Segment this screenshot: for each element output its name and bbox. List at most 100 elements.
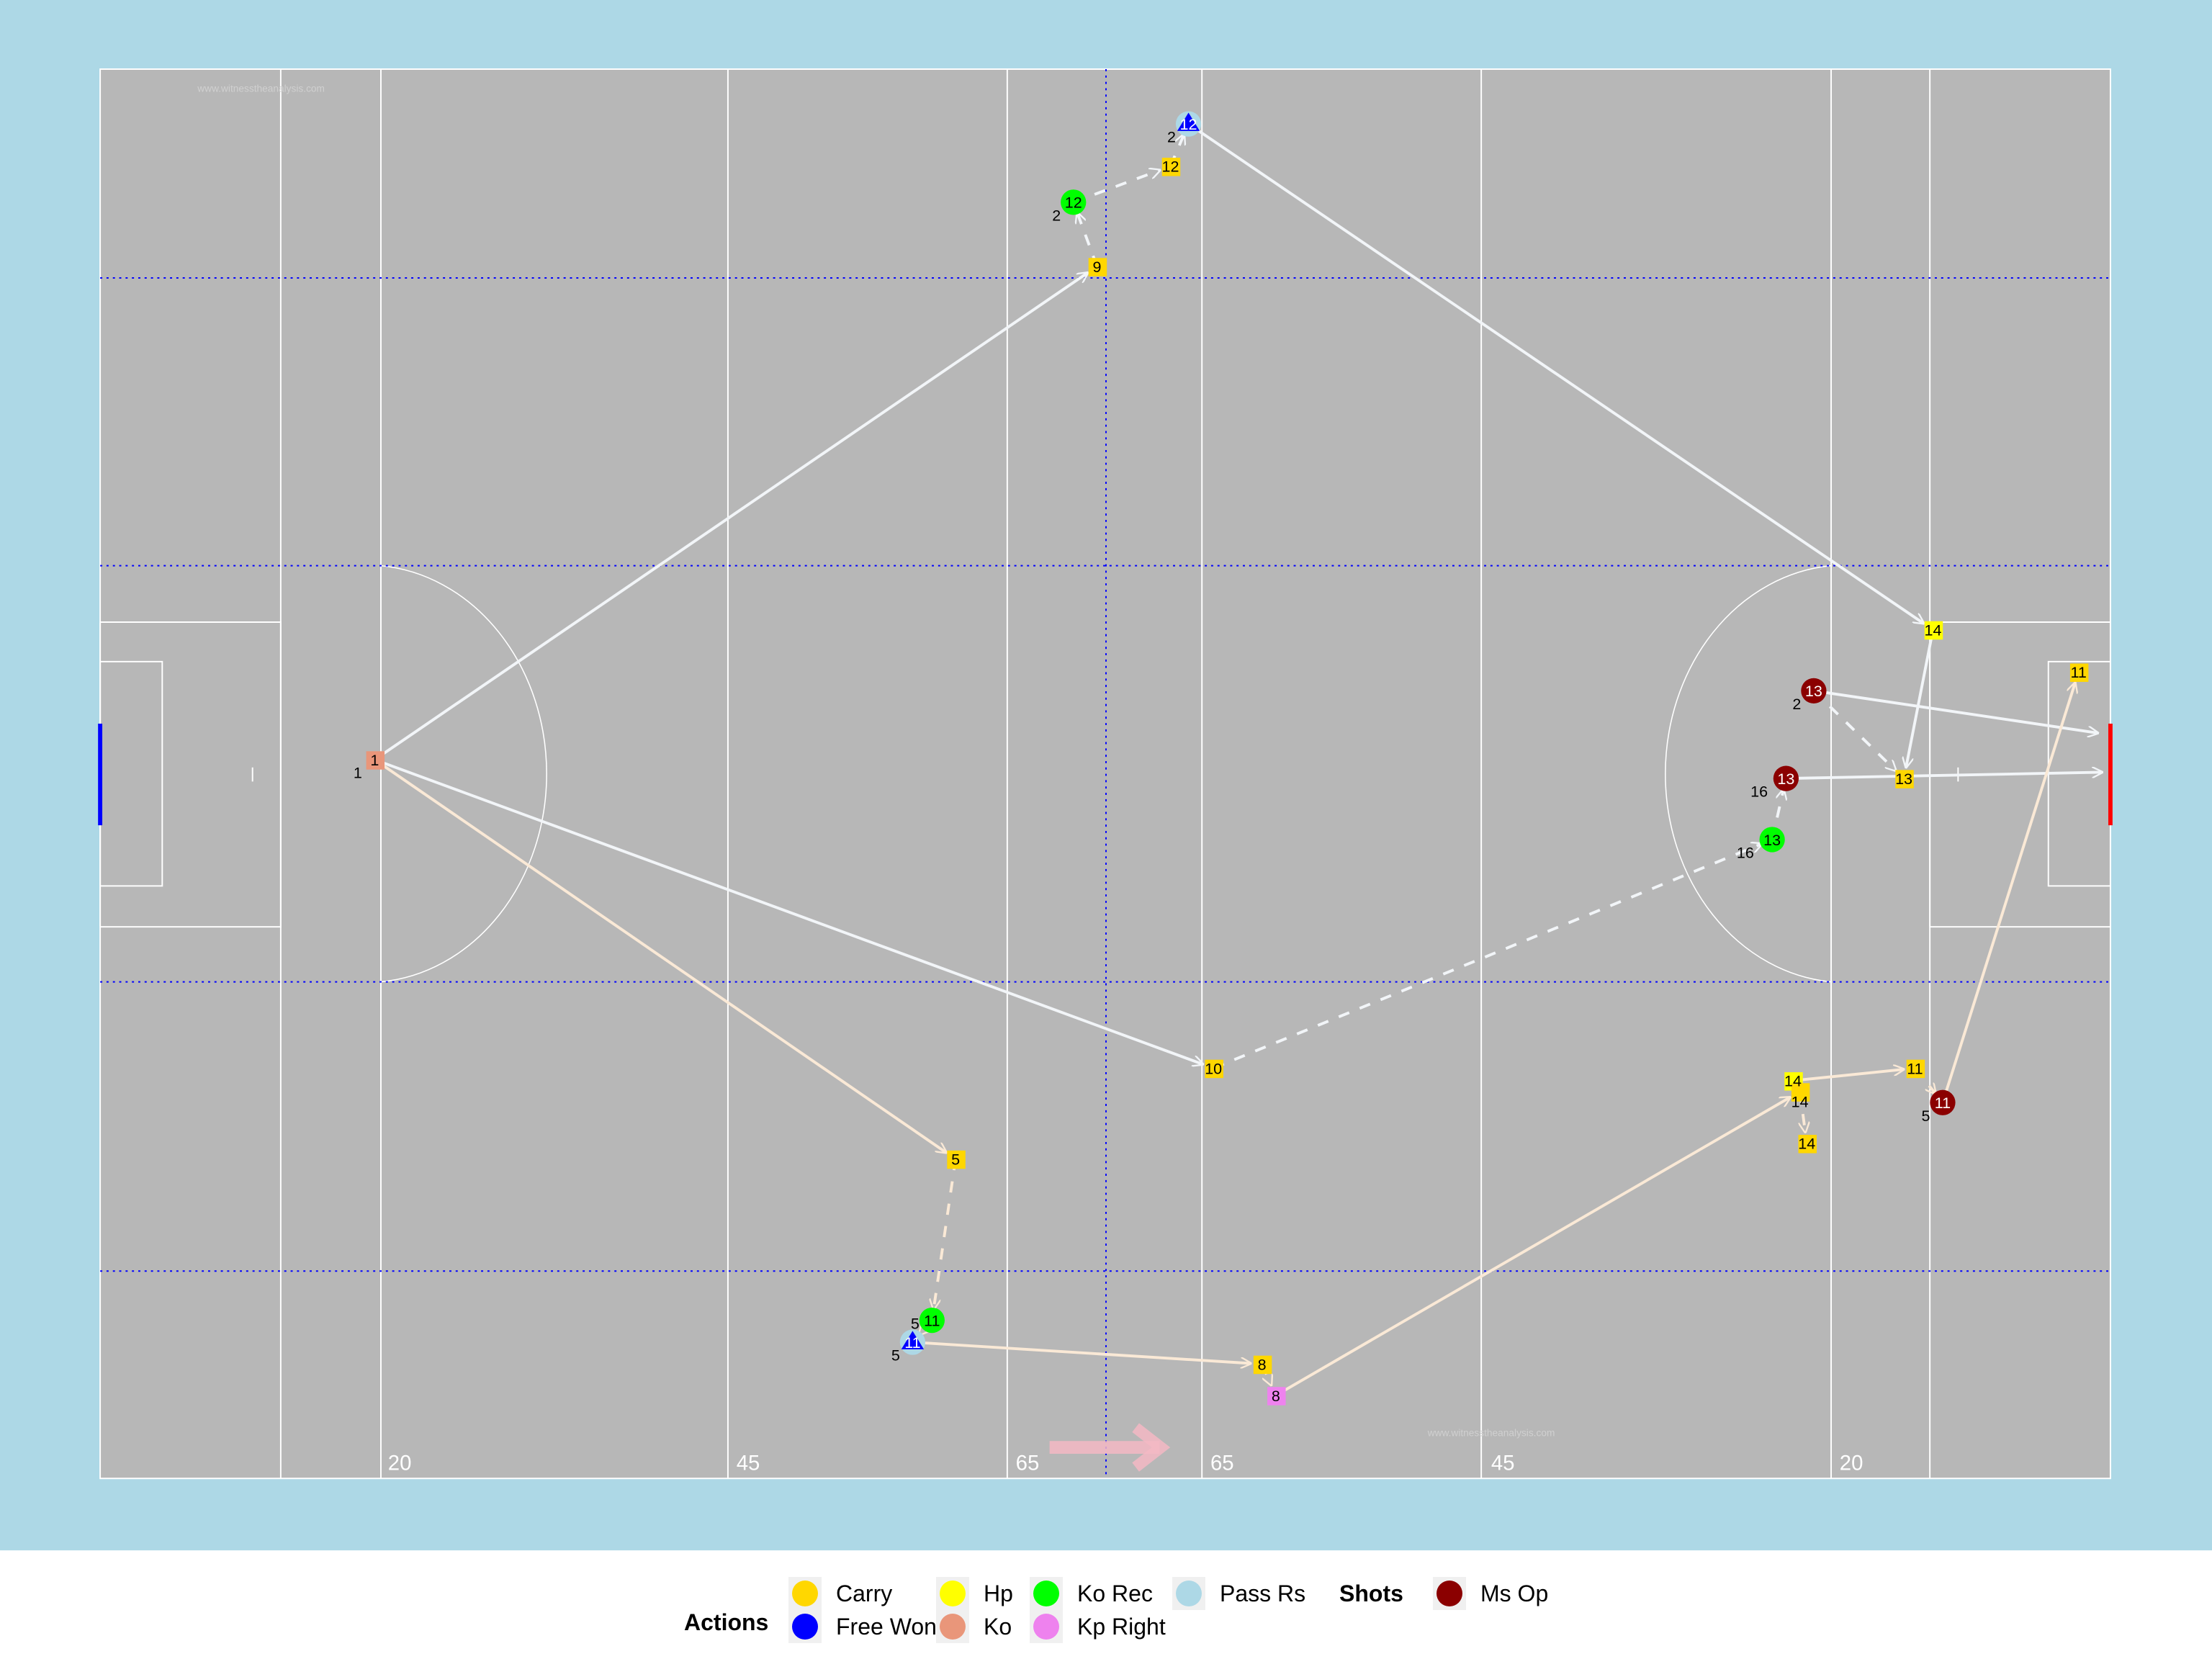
legend-swatch-icon	[1437, 1581, 1462, 1606]
player-number: 12	[1065, 194, 1082, 212]
event-link	[1786, 772, 2102, 781]
legend-swatch-icon	[940, 1614, 966, 1640]
event-marker	[899, 1329, 926, 1355]
legend-item-ms-op: Ms Op	[1433, 1577, 1548, 1610]
player-number: 13	[1763, 831, 1781, 849]
event-link	[374, 273, 1087, 761]
legend-swatch-icon	[1033, 1581, 1059, 1606]
square-marker	[1906, 1059, 1925, 1079]
event-link	[374, 758, 1202, 1064]
circle-marker	[1930, 1089, 1956, 1115]
player-number: 8	[1272, 1387, 1280, 1405]
square-marker	[1267, 1387, 1286, 1406]
legend-item-kp-right: Kp Right	[1030, 1610, 1166, 1643]
legend-item-pass-rs: Pass Rs	[1172, 1577, 1305, 1610]
line-label: 20	[1840, 1451, 1863, 1475]
event-marker	[919, 1307, 945, 1334]
arc-left	[380, 565, 547, 983]
legend-item-carry: Carry	[788, 1577, 892, 1610]
player-number: 13	[1805, 682, 1822, 700]
square-marker	[1088, 258, 1107, 276]
event-marker	[1798, 1135, 1817, 1154]
event-link	[1941, 683, 2075, 1103]
event-markers	[366, 111, 2089, 1406]
event-marker	[366, 751, 385, 770]
square-marker	[1205, 1059, 1223, 1079]
event-marker	[947, 1150, 966, 1169]
square-marker	[366, 751, 385, 770]
arc-right	[1665, 565, 1832, 983]
event-marker	[1924, 621, 1943, 640]
legend-label: Carry	[836, 1580, 893, 1606]
square-marker	[2069, 663, 2089, 682]
legend-item-free-won: Free Won	[788, 1610, 937, 1643]
legend-swatch-icon	[792, 1614, 818, 1640]
circle-marker	[1759, 827, 1785, 853]
event-marker	[1895, 770, 1914, 788]
event-marker	[1253, 1355, 1272, 1375]
player-number: 13	[1777, 770, 1794, 788]
legend-item-ko: Ko	[936, 1610, 1012, 1643]
square-marker	[1798, 1135, 1817, 1154]
event-link	[934, 1159, 958, 1309]
square-marker	[1791, 1083, 1810, 1102]
event-link	[374, 758, 946, 1153]
legend-label: Kp Right	[1077, 1613, 1166, 1640]
event-marker	[1267, 1387, 1286, 1406]
line-label: 65	[1016, 1451, 1040, 1475]
event-links	[374, 122, 2102, 1397]
event-link	[1813, 689, 2098, 733]
player-number: 14	[1798, 1135, 1815, 1153]
line-label: 45	[737, 1451, 760, 1475]
player-number: 12	[1162, 158, 1179, 176]
line-label: 20	[388, 1451, 412, 1475]
square-marker	[947, 1150, 966, 1169]
legend-label: Free Won	[836, 1613, 937, 1640]
square-marker	[1895, 770, 1914, 788]
event-sublabel: 2	[1052, 206, 1061, 224]
event-link	[1213, 844, 1761, 1070]
event-link	[1274, 1097, 1790, 1397]
legend-item-ko-rec: Ko Rec	[1030, 1577, 1153, 1610]
event-sublabel: 2	[1167, 128, 1176, 146]
event-sublabel: 16	[1750, 783, 1768, 801]
player-number: 11	[1907, 1059, 1923, 1077]
event-marker	[1773, 765, 1799, 791]
player-number: 14	[1925, 621, 1942, 639]
player-number: 11	[1935, 1094, 1951, 1112]
event-sublabel: 16	[1737, 843, 1754, 861]
line-label: 45	[1491, 1451, 1515, 1475]
free-won-triangle-icon	[901, 1331, 925, 1349]
direction-arrow-icon	[1049, 1423, 1171, 1472]
event-sublabel: 5	[891, 1346, 900, 1364]
legend-swatch-icon	[792, 1581, 818, 1606]
legend-swatch-icon	[1176, 1581, 1202, 1606]
legend-swatch-icon	[940, 1581, 966, 1606]
circle-marker	[1801, 678, 1827, 703]
player-number: 11	[904, 1334, 920, 1352]
event-marker	[1161, 158, 1181, 176]
square-marker	[1253, 1355, 1272, 1375]
player-number: 8	[1258, 1355, 1267, 1373]
line-labels: 20 45 65 65 45 20	[388, 1451, 1863, 1475]
player-number: 14	[1791, 1093, 1809, 1111]
event-marker	[1088, 258, 1107, 276]
player-number: 5	[951, 1150, 960, 1168]
player-number: 9	[1092, 258, 1101, 276]
legend-label: Ko	[984, 1613, 1012, 1640]
player-number: 13	[1895, 770, 1912, 788]
circle-marker	[1061, 189, 1087, 215]
event-link	[1187, 122, 1924, 624]
player-number: 1	[370, 751, 379, 769]
event-marker	[1759, 827, 1785, 853]
event-texts: 1191221212214132131316131610511511588141…	[354, 115, 2087, 1405]
event-link	[1792, 1069, 1904, 1082]
watermark: www.witnesstheanalysis.com	[1427, 1427, 1555, 1438]
event-sublabel: 1	[354, 764, 362, 782]
event-marker	[1205, 1059, 1223, 1079]
event-link	[912, 1341, 1251, 1363]
event-link	[1077, 213, 1099, 267]
event-marker	[1801, 678, 1827, 703]
event-marker	[1906, 1059, 1925, 1079]
